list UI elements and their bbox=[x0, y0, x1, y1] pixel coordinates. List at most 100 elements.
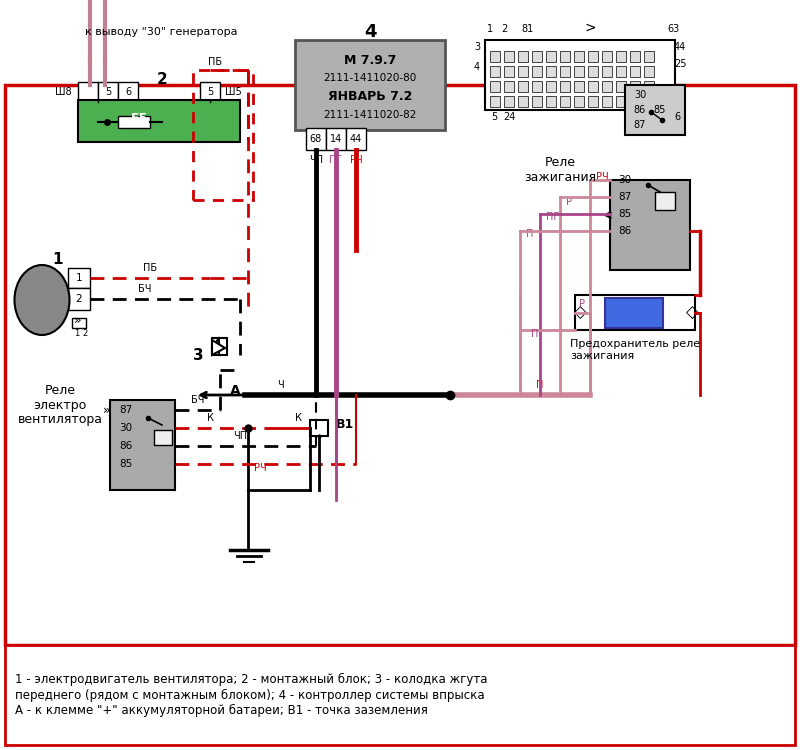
Bar bbox=[575, 295, 695, 330]
Text: 6: 6 bbox=[674, 112, 680, 122]
Text: 44: 44 bbox=[350, 134, 362, 144]
Bar bbox=[616, 66, 626, 77]
Bar bbox=[295, 40, 445, 130]
Text: к выводу "30" генератора: к выводу "30" генератора bbox=[85, 27, 238, 37]
Bar bbox=[72, 318, 86, 328]
Bar bbox=[518, 66, 528, 77]
Text: 30: 30 bbox=[618, 175, 631, 185]
Text: ◇: ◇ bbox=[686, 304, 698, 322]
Text: ПГ: ПГ bbox=[330, 155, 342, 165]
Bar bbox=[5, 645, 795, 745]
Bar bbox=[588, 81, 598, 92]
Bar bbox=[588, 51, 598, 62]
Text: 3: 3 bbox=[193, 347, 203, 362]
Text: Реле
электро
вентилятора: Реле электро вентилятора bbox=[18, 383, 102, 427]
Text: »: » bbox=[103, 404, 111, 416]
Text: 4: 4 bbox=[364, 23, 376, 41]
Bar bbox=[518, 96, 528, 107]
Text: 1: 1 bbox=[74, 329, 79, 338]
Text: 81: 81 bbox=[521, 24, 533, 34]
Bar bbox=[655, 192, 675, 210]
Bar bbox=[118, 82, 138, 102]
Text: 25: 25 bbox=[674, 59, 686, 69]
Bar bbox=[490, 51, 500, 62]
Text: Ш5: Ш5 bbox=[225, 87, 242, 97]
Bar bbox=[644, 96, 654, 107]
Bar bbox=[78, 82, 98, 102]
Text: 85: 85 bbox=[618, 209, 632, 219]
Bar bbox=[532, 81, 542, 92]
Text: 5: 5 bbox=[105, 87, 111, 97]
Polygon shape bbox=[212, 340, 225, 355]
Text: 86: 86 bbox=[634, 105, 646, 115]
Bar bbox=[602, 51, 612, 62]
Bar bbox=[616, 96, 626, 107]
Text: 44: 44 bbox=[674, 42, 686, 52]
Bar bbox=[154, 430, 172, 445]
Text: 6: 6 bbox=[125, 87, 131, 97]
Text: Ч: Ч bbox=[277, 380, 283, 390]
Text: 2111-1411020-80: 2111-1411020-80 bbox=[323, 73, 417, 83]
Bar bbox=[644, 66, 654, 77]
Bar bbox=[490, 96, 500, 107]
Text: БЧ: БЧ bbox=[191, 395, 205, 405]
Text: 1 - электродвигатель вентилятора; 2 - монтажный блок; 3 - колодка жгута
переднег: 1 - электродвигатель вентилятора; 2 - мо… bbox=[15, 674, 487, 717]
Text: БЧ: БЧ bbox=[138, 284, 152, 294]
Text: F5: F5 bbox=[131, 112, 149, 125]
Text: РЧ: РЧ bbox=[596, 172, 609, 182]
Bar bbox=[490, 81, 500, 92]
Text: 2: 2 bbox=[82, 329, 87, 338]
Text: ПБ: ПБ bbox=[208, 57, 222, 67]
Bar bbox=[504, 51, 514, 62]
Text: П: П bbox=[526, 229, 534, 239]
Bar bbox=[574, 51, 584, 62]
Text: ПБ: ПБ bbox=[143, 263, 157, 273]
Bar bbox=[546, 51, 556, 62]
Bar bbox=[560, 81, 570, 92]
Bar bbox=[588, 96, 598, 107]
Bar bbox=[518, 51, 528, 62]
Bar bbox=[574, 81, 584, 92]
Text: П: П bbox=[531, 329, 538, 339]
Text: ЯНВАРЬ 7.2: ЯНВАРЬ 7.2 bbox=[328, 91, 412, 104]
Bar bbox=[5, 85, 795, 645]
Text: 1: 1 bbox=[76, 273, 82, 283]
Bar bbox=[630, 81, 640, 92]
Text: 24: 24 bbox=[503, 112, 515, 122]
Bar bbox=[485, 40, 675, 110]
Text: 14: 14 bbox=[330, 134, 342, 144]
Bar bbox=[574, 96, 584, 107]
Text: А: А bbox=[230, 384, 240, 398]
Text: РЧ: РЧ bbox=[254, 463, 266, 473]
Bar bbox=[532, 51, 542, 62]
Text: 2: 2 bbox=[76, 294, 82, 304]
Text: 86: 86 bbox=[119, 441, 133, 451]
Text: Р: Р bbox=[566, 197, 572, 207]
Bar bbox=[110, 400, 175, 490]
Text: В1: В1 bbox=[336, 418, 354, 431]
Bar bbox=[546, 81, 556, 92]
Bar bbox=[560, 96, 570, 107]
Text: 4: 4 bbox=[474, 62, 480, 72]
Bar bbox=[78, 100, 240, 142]
Text: К: К bbox=[294, 413, 302, 423]
Text: 30: 30 bbox=[119, 423, 133, 433]
Bar bbox=[630, 66, 640, 77]
Bar bbox=[560, 51, 570, 62]
Text: 1: 1 bbox=[53, 253, 63, 268]
Bar bbox=[68, 288, 90, 310]
Text: 1: 1 bbox=[487, 24, 493, 34]
Bar bbox=[610, 180, 690, 270]
Text: 85: 85 bbox=[654, 105, 666, 115]
Polygon shape bbox=[15, 295, 38, 318]
Text: ПГ: ПГ bbox=[546, 212, 559, 222]
Text: 3: 3 bbox=[474, 42, 480, 52]
Text: К: К bbox=[206, 413, 214, 423]
Bar bbox=[602, 66, 612, 77]
Bar bbox=[602, 96, 612, 107]
Bar bbox=[588, 66, 598, 77]
Text: РЧ: РЧ bbox=[350, 155, 362, 165]
Text: 87: 87 bbox=[119, 405, 133, 415]
Text: 87: 87 bbox=[618, 192, 632, 202]
Bar bbox=[546, 66, 556, 77]
